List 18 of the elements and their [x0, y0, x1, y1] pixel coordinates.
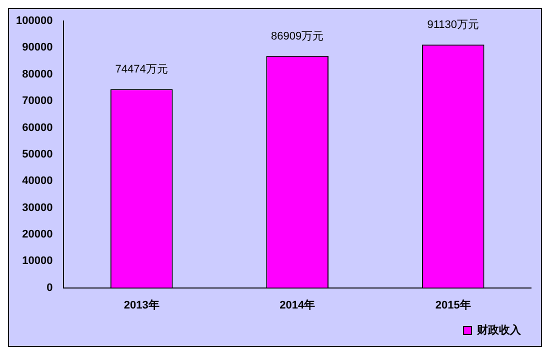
- y-tick-label: 10000: [22, 255, 53, 268]
- data-label: 86909万元: [271, 30, 324, 42]
- y-tick-label: 20000: [22, 228, 53, 240]
- y-tick-label: 0: [46, 282, 53, 294]
- data-label: 74474万元: [115, 64, 168, 76]
- x-tick-label: 2015年: [435, 298, 471, 312]
- y-tick-label: 30000: [22, 202, 53, 214]
- x-tick-label: 2013年: [124, 298, 160, 312]
- data-label: 91130万元: [427, 19, 480, 32]
- y-tick-label: 60000: [22, 122, 53, 134]
- y-tick-label: 50000: [22, 148, 53, 160]
- y-tick-label: 40000: [22, 175, 53, 188]
- x-tick-label: 2014年: [280, 298, 316, 312]
- y-tick-label: 70000: [22, 95, 53, 108]
- y-tick-label: 90000: [22, 42, 53, 54]
- legend-label: 财政收入: [476, 324, 522, 337]
- y-tick-label: 100000: [16, 15, 53, 28]
- y-tick-label: 80000: [22, 68, 53, 80]
